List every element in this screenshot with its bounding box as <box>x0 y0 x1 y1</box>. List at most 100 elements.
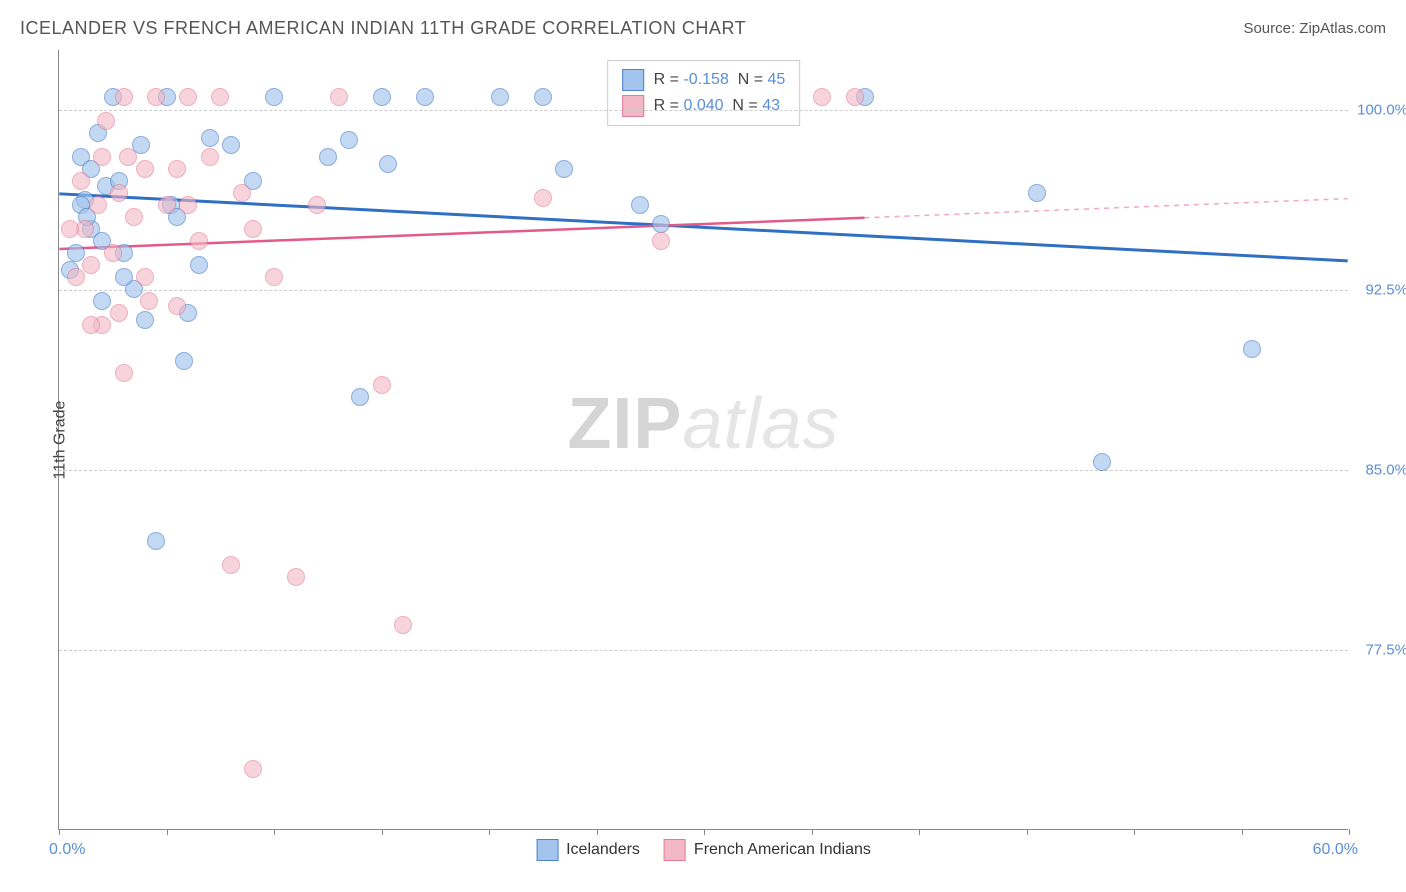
chart-container: ICELANDER VS FRENCH AMERICAN INDIAN 11TH… <box>0 0 1406 892</box>
gridline <box>59 290 1348 291</box>
data-point <box>67 268 85 286</box>
x-tick <box>1349 829 1350 835</box>
legend-swatch-french-american-indians <box>664 839 686 861</box>
x-axis-min-label: 0.0% <box>49 841 85 859</box>
data-point <box>351 388 369 406</box>
data-point <box>373 376 391 394</box>
data-point <box>190 232 208 250</box>
x-tick <box>919 829 920 835</box>
data-point <box>147 88 165 106</box>
x-tick <box>1242 829 1243 835</box>
data-point <box>330 88 348 106</box>
data-point <box>244 760 262 778</box>
data-point <box>136 311 154 329</box>
data-point <box>115 88 133 106</box>
legend-row-2: R = 0.040 N = 43 <box>622 93 786 119</box>
data-point <box>104 244 122 262</box>
x-tick <box>274 829 275 835</box>
data-point <box>158 196 176 214</box>
x-tick <box>1027 829 1028 835</box>
data-point <box>201 148 219 166</box>
data-point <box>82 256 100 274</box>
watermark: ZIPatlas <box>567 383 839 465</box>
y-tick-label: 85.0% <box>1353 462 1406 479</box>
plot-area: ZIPatlas 11th Grade R = -0.158 N = 45 R … <box>58 50 1348 830</box>
data-point <box>652 215 670 233</box>
data-point <box>319 148 337 166</box>
legend-swatch-icelanders <box>536 839 558 861</box>
x-tick <box>167 829 168 835</box>
data-point <box>394 616 412 634</box>
x-tick <box>704 829 705 835</box>
data-point <box>82 316 100 334</box>
data-point <box>61 220 79 238</box>
chart-title: ICELANDER VS FRENCH AMERICAN INDIAN 11TH… <box>20 18 746 39</box>
legend-row-1: R = -0.158 N = 45 <box>622 67 786 93</box>
data-point <box>179 88 197 106</box>
data-point <box>416 88 434 106</box>
data-point <box>110 304 128 322</box>
data-point <box>491 88 509 106</box>
data-point <box>222 556 240 574</box>
data-point <box>222 136 240 154</box>
x-tick <box>1134 829 1135 835</box>
data-point <box>1028 184 1046 202</box>
data-point <box>110 184 128 202</box>
data-point <box>265 88 283 106</box>
data-point <box>846 88 864 106</box>
data-point <box>179 196 197 214</box>
data-point <box>287 568 305 586</box>
data-point <box>125 208 143 226</box>
x-tick <box>59 829 60 835</box>
series-legend: Icelanders French American Indians <box>536 839 871 861</box>
data-point <box>93 292 111 310</box>
data-point <box>631 196 649 214</box>
swatch-icelanders <box>622 69 644 91</box>
data-point <box>534 88 552 106</box>
data-point <box>373 88 391 106</box>
x-tick <box>812 829 813 835</box>
y-tick-label: 100.0% <box>1353 102 1406 119</box>
data-point <box>379 155 397 173</box>
correlation-legend: R = -0.158 N = 45 R = 0.040 N = 43 <box>607 60 801 126</box>
data-point <box>67 244 85 262</box>
data-point <box>136 268 154 286</box>
data-point <box>1093 453 1111 471</box>
data-point <box>813 88 831 106</box>
data-point <box>201 129 219 147</box>
y-tick-label: 92.5% <box>1353 282 1406 299</box>
data-point <box>168 297 186 315</box>
data-point <box>168 160 186 178</box>
data-point <box>115 268 133 286</box>
data-point <box>211 88 229 106</box>
data-point <box>308 196 326 214</box>
data-point <box>244 220 262 238</box>
data-point <box>115 364 133 382</box>
data-point <box>652 232 670 250</box>
data-point <box>190 256 208 274</box>
data-point <box>340 131 358 149</box>
y-tick-label: 77.5% <box>1353 642 1406 659</box>
x-tick <box>489 829 490 835</box>
data-point <box>534 189 552 207</box>
x-axis-max-label: 60.0% <box>1313 841 1358 859</box>
y-axis-title: 11th Grade <box>51 400 69 479</box>
gridline <box>59 470 1348 471</box>
data-point <box>119 148 137 166</box>
data-point <box>140 292 158 310</box>
data-point <box>555 160 573 178</box>
data-point <box>265 268 283 286</box>
header: ICELANDER VS FRENCH AMERICAN INDIAN 11TH… <box>20 18 1386 39</box>
source-label: Source: ZipAtlas.com <box>1243 20 1386 37</box>
gridline <box>59 110 1348 111</box>
data-point <box>93 148 111 166</box>
swatch-french-american-indians <box>622 95 644 117</box>
data-point <box>147 532 165 550</box>
gridline <box>59 650 1348 651</box>
data-point <box>89 196 107 214</box>
data-point <box>97 112 115 130</box>
data-point <box>1243 340 1261 358</box>
data-point <box>136 160 154 178</box>
x-tick <box>597 829 598 835</box>
data-point <box>175 352 193 370</box>
